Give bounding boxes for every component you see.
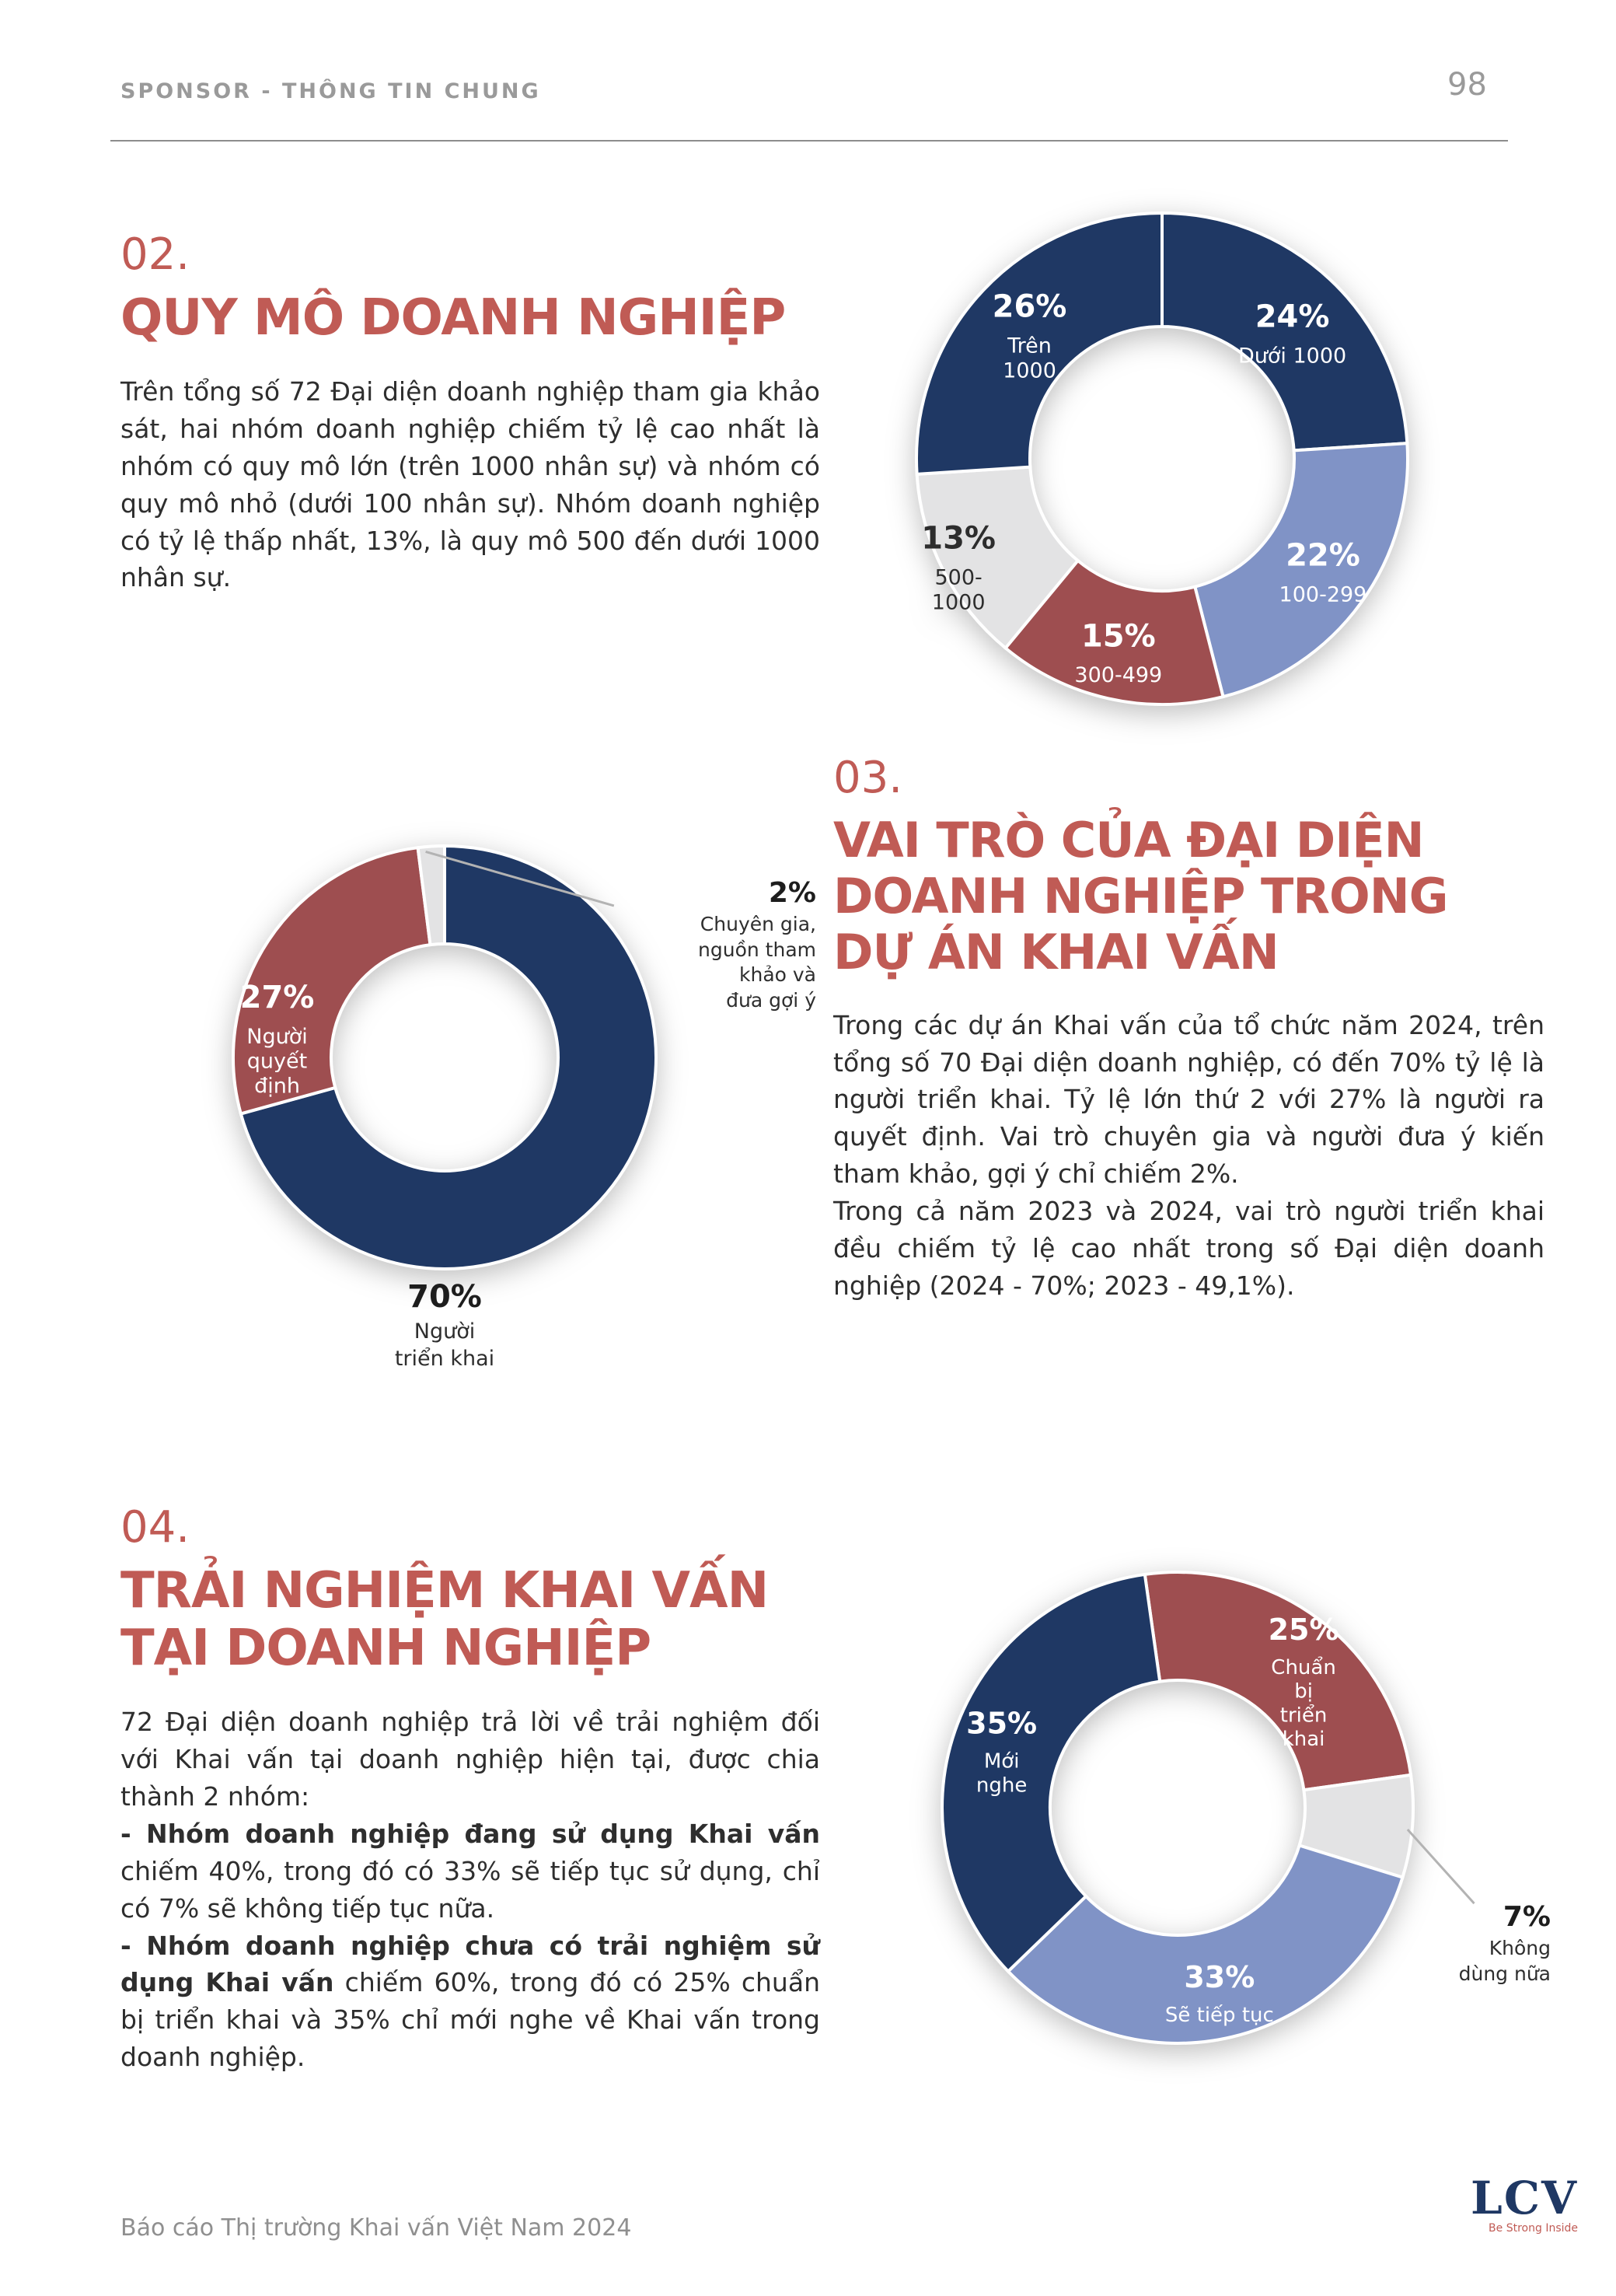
section-04-point-1: - Nhóm doanh nghiệp đang sử dụng Khai vấ… <box>120 1815 820 1927</box>
donut-label-company-size-0: 24% Dưới 1000 <box>1238 299 1346 369</box>
donut-slice-company-size-3 <box>915 465 1080 651</box>
donut-slice-company-size-1 <box>1192 442 1409 699</box>
section-04-point-2-rest: chiếm 60%, trong đó có 25% chuẩn bị triể… <box>120 1967 820 2073</box>
donut-label-company-size-4: 26% Trên 1000 <box>993 289 1067 383</box>
donut-slice-coaching-experience-2 <box>1006 1843 1405 2045</box>
donut-slice-representative-role-1 <box>232 845 432 1116</box>
lcv-logo: LCV Be Strong Inside <box>1422 2175 1578 2235</box>
lcv-logo-text: LCV <box>1471 2172 1578 2224</box>
donut-slice-company-size-2 <box>1003 558 1226 706</box>
header-divider <box>110 140 1508 142</box>
section-04-title: TRẢI NGHIỆM KHAI VẤN TẠI DOANH NGHIỆP <box>120 1562 769 1678</box>
donut-label-company-size-2: 15% 300-499 <box>1074 618 1162 687</box>
section-04-intro: 72 Đại diện doanh nghiệp trả lời về trải… <box>120 1707 820 1812</box>
section-03-body: Trong các dự án Khai vấn của tổ chức năm… <box>833 1007 1544 1305</box>
donut-label-company-size-1: 22% 100-299 <box>1279 538 1367 607</box>
donut-label-coaching-experience-3: 35% Mới nghe <box>966 1707 1037 1798</box>
section-03-title: VAI TRÒ CỦA ĐẠI DIỆN DOANH NGHIỆP TRONG … <box>833 812 1448 980</box>
lcv-logo-tagline: Be Strong Inside <box>1489 2222 1578 2235</box>
donut-slice-coaching-experience-3 <box>941 1572 1162 1974</box>
label-2-percent: 2% Chuyên gia, nguồn tham khảo và đưa gợ… <box>614 877 816 1013</box>
section-03-paragraph-1: Trong các dự án Khai vấn của tổ chức năm… <box>833 1009 1544 1190</box>
section-02-body: Trên tổng số 72 Đại diện doanh nghiệp th… <box>120 376 820 593</box>
section-04-point-2-bold: - Nhóm doanh nghiệp chưa có trải nghiệm … <box>120 1930 820 1998</box>
company-size-donut: 24% Dưới 1000 22% 100-299 15% 300-499 13% 500-1… <box>915 211 1409 706</box>
section-02-number: 02. <box>120 229 190 280</box>
coaching-experience-donut: 25% Chuẩn bị triển khai 33% Sẽ tiếp tục 35% Mới n… <box>941 1571 1415 2045</box>
label-70-percent: 70% Người triển khai <box>211 1279 678 1372</box>
section-04-body: 72 Đại diện doanh nghiệp trả lời về trải… <box>120 1704 820 2075</box>
label-7-percent: 7% Không dùng nữa <box>1376 1901 1551 1987</box>
chart-representative-role: 27% Người quyết định 70% Người triển khai <box>211 840 678 1400</box>
label-70-percent-text: Người triển khai <box>394 1319 495 1372</box>
section-04-number: 04. <box>120 1502 190 1553</box>
section-02-title: QUY MÔ DOANH NGHIỆP <box>120 289 786 347</box>
donut-slice-company-size-4 <box>915 211 1164 476</box>
footer-report-title: Báo cáo Thị trường Khai vấn Việt Nam 202… <box>120 2214 632 2242</box>
section-company-size: 02. QUY MÔ DOANH NGHIỆP Trên tổng số 72 … <box>120 229 820 596</box>
donut-label-coaching-experience-0: 25% Chuẩn bị triển khai <box>1269 1613 1339 1751</box>
label-2-percent-value: 2% <box>768 877 816 909</box>
section-04-point-2: - Nhóm doanh nghiệp chưa có trải nghiệm … <box>120 1927 820 2076</box>
donut-label-representative-role-1: 27% Người quyết định <box>240 980 315 1099</box>
section-04-point-1-bold: - Nhóm doanh nghiệp đang sử dụng Khai vấ… <box>120 1819 820 1849</box>
chart-company-size: 24% Dưới 1000 22% 100-299 15% 300-499 13% 500-1… <box>894 190 1430 727</box>
donut-label-company-size-3: 13% 500-1000 <box>921 521 996 615</box>
section-representative-role: 03. VAI TRÒ CỦA ĐẠI DIỆN DOANH NGHIỆP TR… <box>833 753 1544 1304</box>
label-2-percent-text: Chuyên gia, nguồn tham khảo và đưa gợi ý <box>698 913 816 1012</box>
header-eyebrow: SPONSOR - THÔNG TIN CHUNG <box>120 79 541 103</box>
donut-slice-representative-role-0 <box>239 844 658 1270</box>
label-70-percent-value: 70% <box>407 1279 482 1315</box>
page-number: 98 <box>1447 67 1487 103</box>
donut-slice-company-size-0 <box>1161 211 1409 453</box>
donut-label-coaching-experience-2: 33% Sẽ tiếp tục <box>1165 1960 1274 2027</box>
representative-role-donut: 27% Người quyết định <box>232 844 658 1270</box>
section-coaching-experience: 04. TRẢI NGHIỆM KHAI VẤN TẠI DOANH NGHIỆ… <box>120 1502 820 2076</box>
chart-coaching-experience: 25% Chuẩn bị triển khai 33% Sẽ tiếp tục 35% Mới n… <box>917 1547 1438 2068</box>
section-03-number: 03. <box>833 753 903 803</box>
donut-slice-representative-role-2 <box>416 844 446 947</box>
label-7-percent-value: 7% <box>1503 1901 1551 1933</box>
donut-slice-coaching-experience-0 <box>1143 1571 1413 1792</box>
label-7-percent-text: Không dùng nữa <box>1458 1937 1551 1985</box>
section-03-paragraph-2: Trong cả năm 2023 và 2024, vai trò người… <box>833 1195 1544 1301</box>
section-04-point-1-rest: chiếm 40%, trong đó có 33% sẽ tiếp tục s… <box>120 1855 820 1924</box>
